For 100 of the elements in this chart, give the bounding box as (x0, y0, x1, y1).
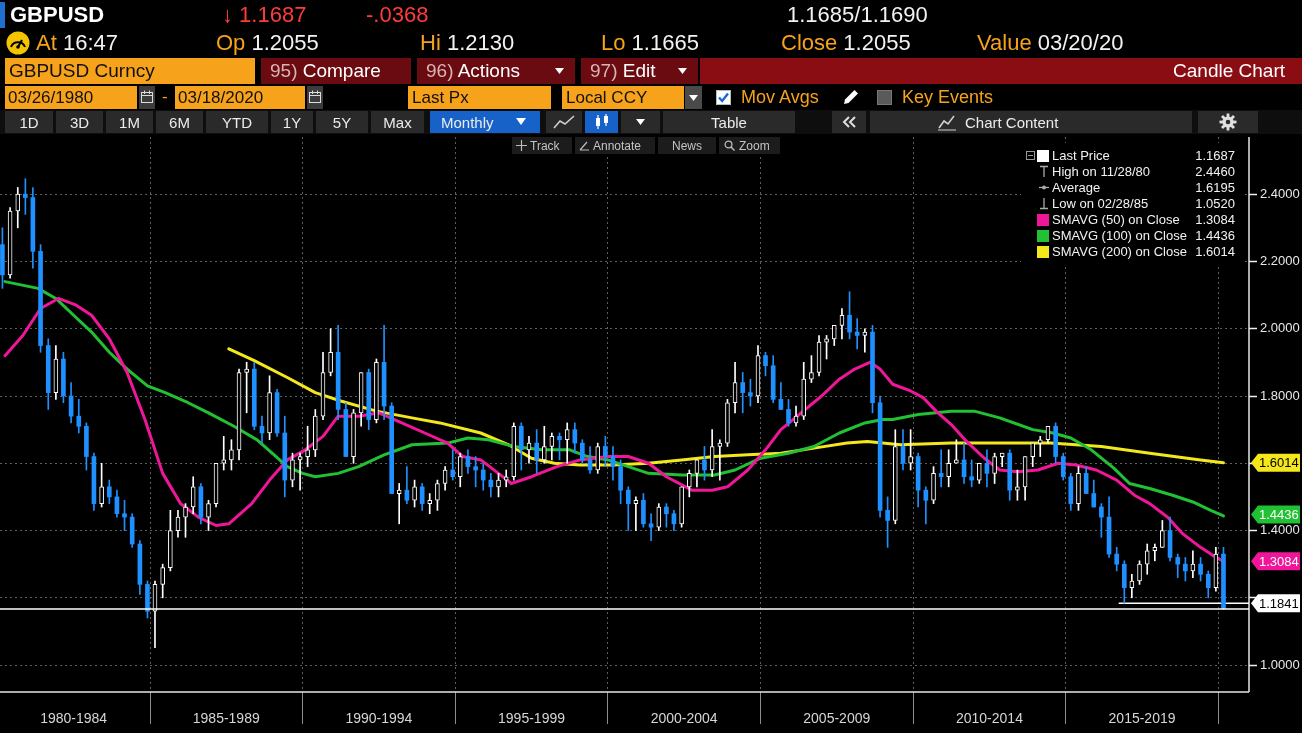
text: Lo 1.1665 (601, 30, 699, 55)
candlestick (168, 510, 173, 572)
y-tick-label: 2.2000 (1260, 253, 1300, 269)
candlestick (351, 409, 356, 464)
text: 1M (106, 111, 153, 133)
text: Monthly (430, 111, 540, 133)
text: Hi 1.2130 (420, 30, 515, 55)
candlestick (221, 436, 227, 471)
text: YTD (206, 111, 268, 133)
candlestick (396, 483, 402, 525)
text: Candle Chart (1173, 60, 1285, 82)
text: Low on 02/28/85 1.0520 (1052, 196, 1235, 211)
text: 1Y (271, 111, 313, 133)
text: Chart Content (870, 111, 1192, 133)
candlestick (312, 409, 318, 457)
x-tick-label: 1995-1999 (498, 710, 566, 727)
candlestick (1160, 520, 1165, 548)
legend-label: SMAVG (200) on Close (1052, 244, 1187, 260)
text: Table (663, 111, 795, 133)
text: At 16:47 (36, 30, 118, 55)
text: 1D (5, 111, 53, 133)
y-tick-label: 1.4000 (1260, 522, 1300, 538)
annotation: 1.3084 (1195, 212, 1235, 228)
text: ↓ 1.1687 (222, 2, 307, 28)
text: 96) Actions (426, 60, 521, 82)
text: 1.4436 (1259, 507, 1299, 523)
candlestick (374, 358, 379, 424)
candlestick (412, 479, 417, 508)
text: Key Events (902, 87, 994, 108)
candlestick (99, 462, 104, 508)
candlestick (267, 375, 272, 441)
annotation: 1.1687 (1195, 148, 1235, 164)
candlestick (1037, 436, 1043, 457)
y-tick-label: 1.8000 (1260, 387, 1300, 403)
text: Mov Avgs (741, 87, 819, 108)
candlestick (328, 328, 333, 377)
candlestick (809, 355, 814, 383)
annotation: Zoom (719, 137, 780, 154)
candlestick (290, 452, 295, 488)
x-tick-label: 2005-2009 (803, 710, 871, 727)
legend-label: SMAVG (50) on Close (1052, 212, 1180, 228)
candlestick (183, 503, 188, 538)
y-tick-label: 2.0000 (1260, 320, 1300, 336)
legend-label: SMAVG (100) on Close (1052, 228, 1187, 244)
text: Max (371, 111, 424, 133)
text: 1.3084 (1259, 553, 1299, 569)
text: 3D (56, 111, 103, 133)
x-tick-label: 2010-2014 (955, 710, 1024, 727)
candlestick (1076, 466, 1081, 511)
candlestick (992, 452, 997, 484)
annotation: 1.4436 (1195, 228, 1235, 244)
candlestick (229, 439, 234, 471)
text: High on 11/28/80 2.4460 (1052, 164, 1235, 179)
candlestick (725, 399, 730, 447)
candlestick (824, 335, 829, 360)
text: 1.6014 (1259, 455, 1299, 471)
text: 1.1685/1.1690 (787, 2, 928, 28)
candlestick (305, 425, 310, 467)
x-tick-label: 1980-1984 (40, 710, 108, 727)
text: Last Px (408, 86, 551, 109)
candlestick (496, 473, 501, 498)
text: 6M (156, 111, 203, 133)
candlestick (427, 493, 433, 515)
text: Local CCY (562, 86, 684, 109)
candlestick (1137, 560, 1142, 585)
text: 95) Compare (270, 60, 381, 82)
data-label: 1.1841 (1259, 595, 1299, 611)
annotation: Track (512, 137, 572, 154)
text: - (162, 87, 168, 107)
candlestick (679, 486, 684, 528)
text: Close 1.2055 (781, 30, 911, 55)
candlestick (206, 499, 211, 531)
text: Op 1.2055 (216, 30, 319, 55)
candlestick (686, 469, 692, 498)
annotation: 1.6014 (1195, 244, 1235, 260)
candlestick (450, 449, 456, 481)
candlestick (954, 439, 959, 464)
x-tick-label: 1990-1994 (345, 710, 413, 727)
legend-label: Last Price (1052, 148, 1110, 164)
annotation: News (658, 137, 716, 154)
x-tick-label: 2000-2004 (650, 710, 718, 727)
text: Average 1.6195 (1052, 180, 1235, 195)
y-tick-label: 2.4000 (1260, 185, 1300, 201)
candlestick (1152, 543, 1158, 562)
text: 03/18/2020 (175, 86, 305, 109)
candlestick (160, 563, 166, 599)
text: GBPUSD Curncy (5, 58, 255, 84)
candlestick (1015, 469, 1020, 501)
candlestick (244, 362, 249, 414)
candlestick (648, 513, 654, 541)
text: 97) Edit (590, 60, 656, 82)
candlestick (931, 466, 936, 504)
x-tick-label: 1985-1989 (192, 710, 260, 727)
text: 03/26/1980 (5, 86, 137, 109)
candlestick (946, 449, 951, 488)
x-tick-label: 2015-2019 (1108, 710, 1176, 727)
candlestick (503, 469, 509, 488)
text: Value 03/20/20 (977, 30, 1124, 55)
text: 5Y (316, 111, 368, 133)
candlestick (908, 429, 913, 471)
